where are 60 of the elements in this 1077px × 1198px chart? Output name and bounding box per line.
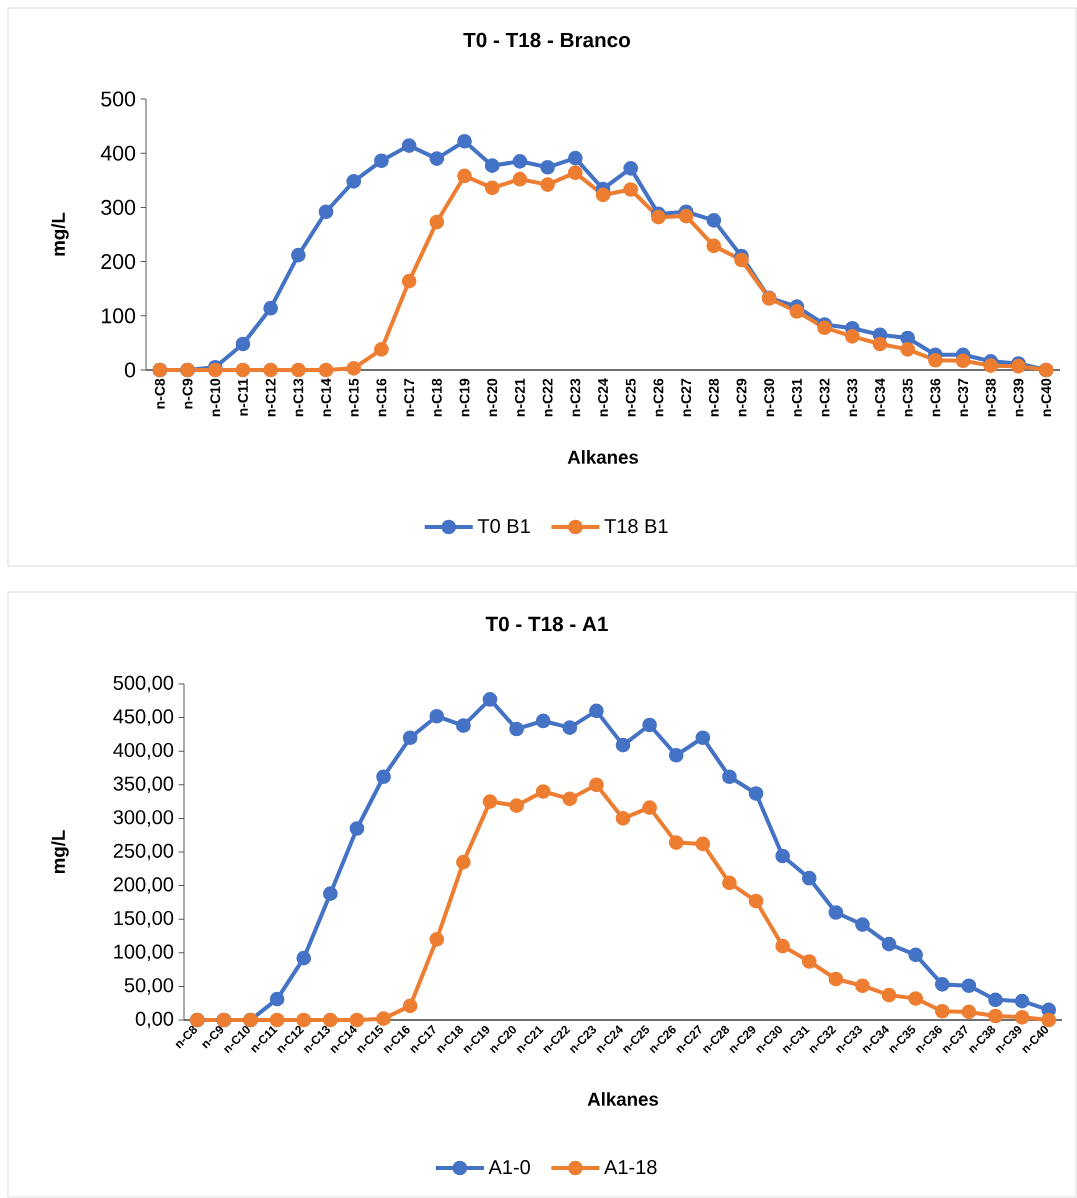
y-tick-label: 200 <box>101 254 136 270</box>
y-tick-label: 300 <box>101 199 136 215</box>
y-tick-label: 250,00 <box>113 843 174 861</box>
x-tick-label: n-C25 <box>625 378 636 417</box>
x-tick-label: n-C37 <box>958 378 969 417</box>
x-tick-label: n-C17 <box>404 378 415 417</box>
x-tick-label: n-C13 <box>293 378 304 417</box>
chart-title: T0 - T18 - A1 <box>485 616 608 632</box>
y-axis-title: mg/L <box>51 830 69 874</box>
x-tick-label: n-C20 <box>487 378 498 417</box>
x-tick-label: n-C19 <box>459 378 470 417</box>
x-tick-label: n-C14 <box>321 378 331 417</box>
x-tick-label: n-C36 <box>930 378 941 417</box>
legend-label: T18 B1 <box>604 518 668 534</box>
x-tick-label: n-C18 <box>431 378 442 417</box>
x-axis-title: Alkanes <box>587 1092 659 1106</box>
x-tick-label: n-C22 <box>542 378 553 417</box>
x-tick-label: n-C29 <box>736 378 747 417</box>
y-tick-label: 500 <box>101 91 136 107</box>
y-tick-label: 350,00 <box>113 776 174 794</box>
x-tick-label: n-C33 <box>847 378 858 417</box>
x-tick-label: n-C28 <box>708 378 719 417</box>
x-tick-label: n-C34 <box>875 378 885 417</box>
x-tick-label: n-C23 <box>570 378 581 417</box>
x-tick-label: n-C8 <box>154 378 165 409</box>
y-tick-label: 300,00 <box>113 810 174 827</box>
y-tick-label: 50,00 <box>124 978 174 995</box>
x-tick-label: n-C24 <box>598 378 608 417</box>
x-tick-label: n-C27 <box>681 378 692 417</box>
chart-title: T0 - T18 - Branco <box>463 32 630 48</box>
x-tick-label: n-C32 <box>819 378 830 417</box>
x-tick-label: n-C16 <box>376 378 387 417</box>
legend-label: T0 B1 <box>477 518 530 534</box>
x-axis-title: Alkanes <box>567 450 639 464</box>
x-tick-label: n-C15 <box>348 378 359 417</box>
y-tick-label: 100 <box>101 308 136 324</box>
x-tick-label: n-C38 <box>985 378 996 417</box>
x-tick-label: n-C31 <box>791 378 802 417</box>
x-tick-label: n-C40 <box>1041 378 1052 417</box>
x-tick-label: n-C30 <box>764 378 775 417</box>
legend-label: A1-18 <box>604 1160 657 1175</box>
y-tick-label: 400,00 <box>113 742 174 760</box>
x-tick-label: n-C12 <box>265 378 276 417</box>
x-tick-label: n-C39 <box>1013 378 1024 417</box>
y-axis-title: mg/L <box>51 212 69 256</box>
x-tick-label: n-C9 <box>182 378 193 409</box>
legend-label: A1-0 <box>488 1160 530 1175</box>
x-tick-label: n-C10 <box>210 378 221 417</box>
x-tick-label: n-C21 <box>514 378 525 417</box>
y-tick-label: 200,00 <box>113 877 174 894</box>
y-tick-label: 450,00 <box>113 709 174 726</box>
y-tick-label: 150,00 <box>114 910 174 928</box>
y-tick-label: 0,00 <box>135 1011 174 1029</box>
x-tick-label: n-C35 <box>902 378 913 417</box>
y-tick-label: 100,00 <box>114 944 174 962</box>
x-tick-label: n-C11 <box>238 378 248 416</box>
y-tick-label: 400 <box>100 145 136 161</box>
x-tick-label: n-C26 <box>653 378 664 417</box>
y-tick-label: 0 <box>124 362 136 378</box>
y-tick-label: 500,00 <box>113 675 174 693</box>
